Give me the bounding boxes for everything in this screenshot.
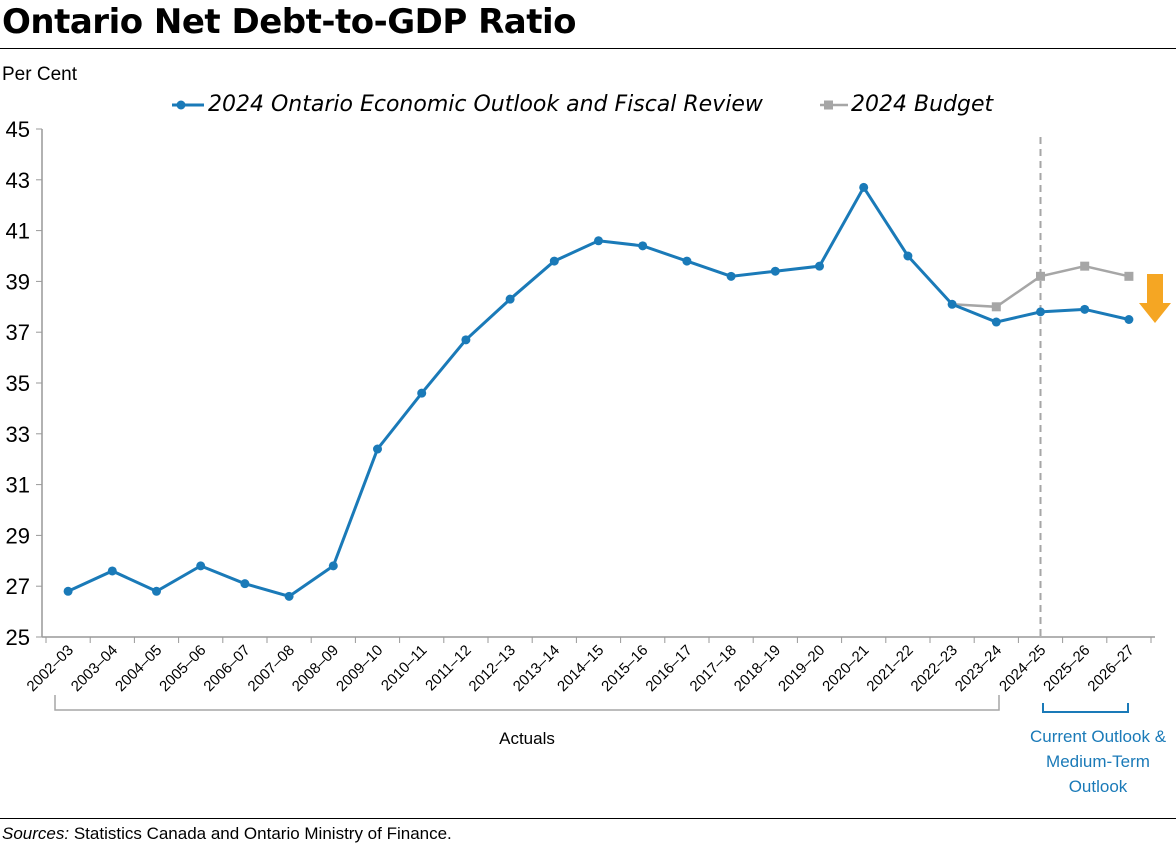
- x-tick-label: 2002–03: [24, 642, 77, 695]
- data-point-eofr: [549, 256, 559, 266]
- y-tick-label: 39: [6, 269, 30, 294]
- y-tick-label: 31: [6, 473, 30, 498]
- x-tick-label: 2021–22: [863, 642, 916, 695]
- x-tick-label: 2025–26: [1040, 642, 1093, 695]
- x-tick-label: 2018–19: [731, 642, 784, 695]
- data-point-budget: [1080, 261, 1090, 271]
- y-tick-label: 43: [6, 168, 30, 193]
- data-point-eofr: [373, 444, 382, 454]
- legend-entry-eofr: 2024 Ontario Economic Outlook and Fiscal…: [208, 92, 763, 117]
- data-point-eofr: [328, 561, 338, 571]
- x-tick-label: 2003–04: [68, 642, 121, 695]
- title-rule: [0, 48, 1176, 49]
- x-tick-label: 2014–15: [554, 642, 607, 695]
- outlook-label: Current Outlook &: [1030, 727, 1167, 746]
- source-rule: [0, 818, 1176, 819]
- x-tick-label: 2005–06: [156, 642, 209, 695]
- x-tick-label: 2015–16: [598, 642, 651, 695]
- x-tick-label: 2019–20: [775, 642, 828, 695]
- page-title: Ontario Net Debt-to-GDP Ratio: [2, 2, 577, 42]
- y-tick-label: 37: [6, 320, 30, 345]
- data-point-eofr: [196, 561, 206, 571]
- x-tick-label: 2026–27: [1084, 642, 1137, 695]
- legend-marker-eofr: [176, 100, 186, 110]
- data-point-eofr: [991, 317, 1001, 327]
- x-tick-label: 2017–18: [687, 642, 740, 695]
- x-tick-label: 2010–11: [378, 642, 431, 695]
- y-tick-label: 25: [6, 625, 30, 650]
- data-point-budget: [1124, 271, 1134, 281]
- source-text: Statistics Canada and Ontario Ministry o…: [73, 824, 452, 843]
- data-point-eofr: [947, 299, 957, 309]
- source-label: Sources:: [2, 824, 70, 843]
- data-point-eofr: [815, 261, 824, 271]
- y-tick-label: 41: [6, 219, 30, 244]
- down-arrow-icon: [1139, 274, 1171, 323]
- data-point-eofr: [859, 182, 869, 192]
- y-tick-label: 45: [6, 117, 30, 142]
- x-tick-label: 2012–13: [466, 642, 519, 695]
- x-tick-label: 2011–12: [422, 642, 475, 695]
- actuals-bracket: [54, 695, 1000, 711]
- data-point-eofr: [682, 256, 692, 266]
- actuals-label: Actuals: [499, 729, 555, 748]
- outlook-label: Outlook: [1069, 777, 1128, 796]
- source-note: Sources: Statistics Canada and Ontario M…: [2, 824, 452, 844]
- data-point-eofr: [63, 586, 73, 596]
- x-tick-label: 2004–05: [112, 642, 165, 695]
- data-point-eofr: [240, 579, 250, 589]
- x-tick-label: 2024–25: [996, 642, 1049, 695]
- x-tick-label: 2008–09: [289, 642, 342, 695]
- data-point-eofr: [638, 241, 648, 251]
- y-tick-label: 27: [6, 574, 30, 599]
- data-point-eofr: [1080, 304, 1090, 314]
- data-point-eofr: [903, 251, 913, 261]
- y-tick-label: 33: [6, 422, 30, 447]
- x-tick-label: 2023–24: [952, 642, 1005, 695]
- data-point-eofr: [107, 566, 117, 576]
- legend-entry-budget: 2024 Budget: [851, 92, 994, 117]
- y-tick-label: 29: [6, 523, 30, 548]
- y-axis-label: Per Cent: [2, 64, 77, 85]
- x-tick-label: 2009–10: [333, 642, 386, 695]
- data-point-eofr: [417, 388, 427, 398]
- data-point-eofr: [726, 271, 736, 281]
- y-tick-label: 35: [6, 371, 30, 396]
- outlook-label: Medium-Term: [1046, 752, 1150, 771]
- x-tick-label: 2013–14: [510, 642, 563, 695]
- outlook-bracket: [1042, 703, 1129, 713]
- x-tick-label: 2006–07: [200, 642, 253, 695]
- x-tick-label: 2016–17: [642, 642, 695, 695]
- data-point-eofr: [284, 591, 294, 601]
- series-line-eofr: [67, 184, 1130, 598]
- legend-marker-budget: [824, 100, 833, 110]
- data-point-eofr: [1124, 315, 1134, 324]
- x-tick-label: 2022–23: [908, 642, 961, 695]
- data-point-eofr: [594, 236, 603, 246]
- data-point-eofr: [1036, 307, 1045, 317]
- data-point-eofr: [770, 266, 780, 276]
- data-point-budget: [1036, 271, 1045, 281]
- data-point-eofr: [461, 335, 471, 345]
- x-tick-label: 2020–21: [819, 642, 872, 695]
- data-point-eofr: [152, 586, 161, 596]
- data-point-budget: [991, 302, 1001, 312]
- x-tick-label: 2007–08: [245, 642, 298, 695]
- data-point-eofr: [505, 294, 515, 304]
